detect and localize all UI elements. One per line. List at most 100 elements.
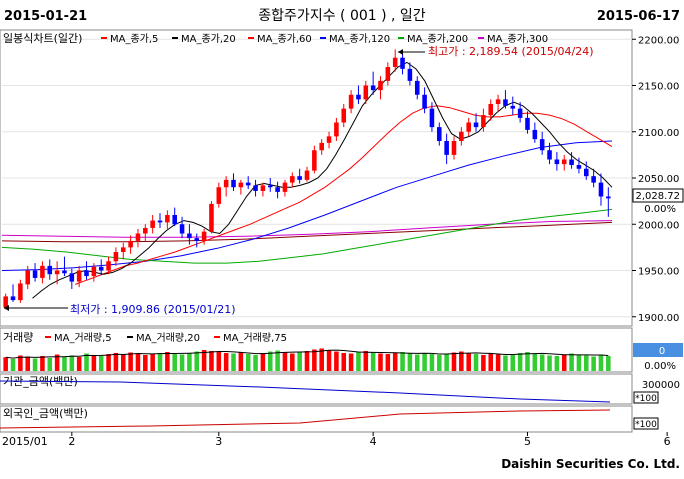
volume-bar bbox=[583, 355, 589, 371]
legend-swatch-ma20 bbox=[172, 37, 178, 39]
volume-bar bbox=[532, 353, 538, 371]
volume-bar bbox=[606, 356, 611, 371]
volume-bar bbox=[18, 355, 23, 371]
candle-body bbox=[370, 85, 376, 91]
volume-bar bbox=[525, 352, 530, 371]
candle-body bbox=[437, 127, 442, 141]
volume-bar bbox=[157, 353, 163, 371]
candle-body bbox=[216, 187, 222, 204]
volume-panel bbox=[0, 327, 633, 373]
volume-bar bbox=[459, 351, 464, 371]
candle-body bbox=[583, 168, 589, 177]
volume-pct: 0.00% bbox=[644, 361, 676, 372]
candle-body bbox=[128, 240, 133, 248]
ma-line-ma300 bbox=[1, 221, 613, 243]
candle-body bbox=[231, 179, 236, 188]
moving-averages bbox=[1, 61, 613, 299]
y-tick-label: 1900.00 bbox=[638, 313, 679, 324]
volume-bar bbox=[47, 358, 53, 371]
foreign-panel bbox=[0, 405, 633, 433]
candle-body bbox=[179, 224, 185, 234]
candle-body bbox=[253, 185, 258, 191]
candle-body bbox=[290, 176, 295, 183]
volume-bar bbox=[444, 353, 449, 371]
volume-bar bbox=[466, 353, 471, 371]
ma-line-ma120 bbox=[1, 140, 613, 271]
volume-bar bbox=[290, 353, 295, 371]
candle-body bbox=[209, 203, 214, 232]
candle-body bbox=[143, 227, 148, 234]
candle-body bbox=[18, 283, 23, 301]
ma-line-ma20 bbox=[75, 105, 613, 285]
candle-body bbox=[201, 231, 207, 241]
institution-unit: *100 bbox=[635, 394, 657, 404]
volume-bar bbox=[547, 355, 552, 371]
y-tick-label: 2050.00 bbox=[638, 174, 679, 185]
volume-bar bbox=[539, 354, 545, 371]
volume-bar bbox=[591, 356, 596, 371]
volume-bar bbox=[25, 356, 31, 371]
candle-body bbox=[319, 142, 324, 151]
last-price: 2,028.72 bbox=[635, 191, 680, 202]
volume-swatch-ma5 bbox=[45, 336, 51, 338]
foreign-unit: *100 bbox=[635, 420, 657, 430]
candle-body bbox=[348, 94, 354, 109]
volume-bar bbox=[334, 351, 339, 371]
volume-bar bbox=[348, 353, 354, 371]
candle-body bbox=[510, 105, 516, 109]
price-change: 0.00% bbox=[644, 204, 676, 215]
brand-footer: Daishin Securities Co. Ltd. bbox=[501, 457, 680, 471]
legend-swatch-ma300 bbox=[478, 37, 484, 39]
x-tick-label: 4 bbox=[370, 435, 377, 448]
candle-body bbox=[238, 182, 244, 188]
y-tick-label: 2100.00 bbox=[638, 128, 679, 139]
candle-body bbox=[561, 159, 567, 165]
volume-bar bbox=[326, 350, 332, 371]
x-tick-label: 2 bbox=[68, 435, 75, 448]
ma-line-ma60 bbox=[1, 208, 613, 264]
volume-bar bbox=[392, 353, 398, 371]
candle-body bbox=[54, 270, 60, 275]
volume-bar bbox=[267, 351, 273, 371]
candle-body bbox=[422, 94, 427, 109]
candle-body bbox=[532, 129, 538, 140]
volume-bar bbox=[517, 353, 523, 371]
candle-body bbox=[187, 233, 192, 239]
volume-bar bbox=[385, 354, 391, 371]
volume-bar bbox=[297, 352, 302, 371]
candle-body bbox=[554, 159, 560, 165]
institution-unit-box bbox=[633, 391, 659, 404]
candle-body bbox=[120, 247, 126, 252]
candle-body bbox=[341, 108, 347, 123]
candle-body bbox=[40, 265, 45, 278]
ma-line-ma200 bbox=[1, 220, 613, 238]
candle-body bbox=[267, 185, 273, 188]
candle-body bbox=[407, 68, 413, 81]
volume-value-box bbox=[633, 343, 683, 357]
candle-body bbox=[495, 99, 501, 104]
legend-ma200: MA_종가,200 bbox=[407, 33, 468, 45]
candle-body bbox=[304, 170, 310, 180]
candle-body bbox=[245, 182, 251, 186]
candle-body bbox=[275, 187, 280, 192]
candle-body bbox=[297, 176, 302, 180]
volume-bar bbox=[319, 348, 324, 371]
candle-body bbox=[414, 80, 420, 95]
institution-tick: 300000 bbox=[642, 380, 680, 391]
candle-body bbox=[569, 159, 574, 166]
x-tick-label: 5 bbox=[524, 435, 531, 448]
candle-body bbox=[282, 182, 288, 192]
volume-bar bbox=[231, 353, 236, 371]
candle-body bbox=[363, 85, 369, 100]
legend-swatch-ma5 bbox=[101, 37, 107, 39]
last-price-box bbox=[632, 188, 684, 203]
volume-bar bbox=[554, 356, 560, 371]
x-axis-ticks: 2015/01 2 3 4 5 6 bbox=[2, 432, 671, 448]
candle-body bbox=[598, 182, 604, 197]
volume-ma75-label: MA_거래량,75 bbox=[223, 332, 287, 344]
candle-body bbox=[451, 141, 457, 155]
volume-ma-line bbox=[5, 349, 609, 359]
legend-ma60: MA_종가,60 bbox=[257, 33, 312, 45]
